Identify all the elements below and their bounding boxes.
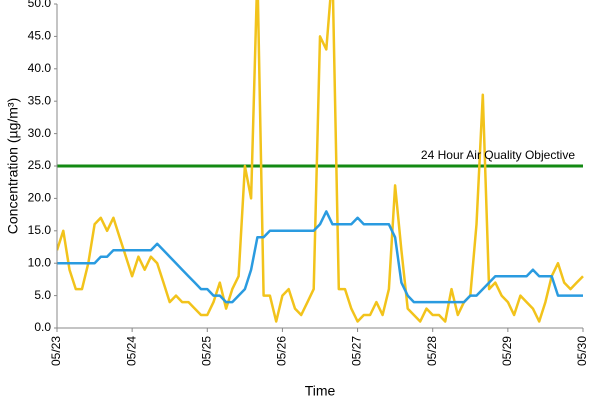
y-tick-label: 50.0 [28, 0, 52, 10]
y-tick-label: 25.0 [28, 158, 52, 172]
y-tick-label: 35.0 [28, 93, 52, 107]
y-tick-label: 0.0 [34, 320, 51, 334]
plot-area [57, 0, 584, 323]
y-tick-label: 30.0 [28, 126, 52, 140]
x-tick-label: 05/25 [199, 336, 213, 366]
x-tick-label: 05/24 [124, 336, 138, 366]
x-tick-label: 05/26 [275, 336, 289, 366]
y-tick-label: 15.0 [28, 223, 52, 237]
x-tick-label: 05/27 [350, 336, 364, 366]
y-axis-title: Concentration (µg/m³) [5, 98, 21, 234]
y-tick-label: 40.0 [28, 61, 52, 75]
y-tick-label: 45.0 [28, 29, 52, 43]
objective-label: 24 Hour Air Quality Objective [421, 148, 575, 162]
y-tick-label: 5.0 [34, 288, 51, 302]
y-tick-label: 10.0 [28, 255, 52, 269]
x-tick-label: 05/30 [575, 336, 589, 366]
series-line [57, 0, 584, 323]
series-line [57, 210, 583, 304]
y-tick-label: 20.0 [28, 191, 52, 205]
x-tick-label: 05/28 [425, 336, 439, 366]
x-tick-label: 05/23 [49, 336, 63, 366]
x-axis-title: Time [305, 383, 336, 399]
x-tick-label: 05/29 [500, 336, 514, 366]
